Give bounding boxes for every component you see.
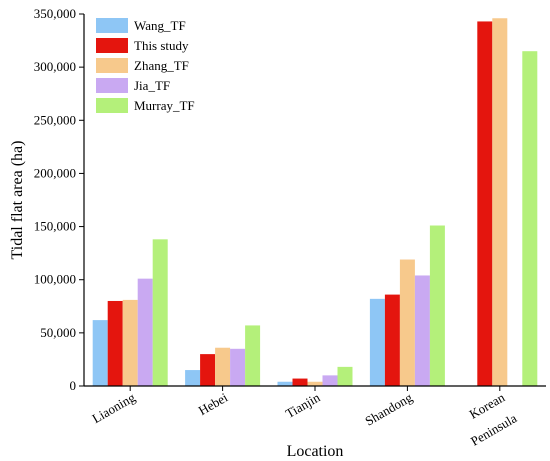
legend: Wang_TF This study Zhang_TF Jia_TF Murray_TF [96,18,195,113]
x-tick-label-group: Hebei [196,389,231,418]
legend-swatch [96,78,128,93]
y-tick-label: 100,000 [34,272,76,287]
bar-this-study-1 [200,354,216,386]
x-tick-label-group: Liaoning [90,389,139,426]
x-tick-label: Liaoning [90,389,139,426]
bar-wang-tf-0 [92,320,108,386]
x-tick-label: Tianjin [283,389,323,421]
bar-jia-tf-0 [137,278,153,386]
bar-this-study-3 [384,294,400,386]
bar-murray-tf-4 [522,51,538,386]
bar-wang-tf-3 [369,298,385,386]
legend-label: Zhang_TF [134,58,189,73]
x-tick-label-group: Shandong [362,389,415,428]
y-tick-label: 250,000 [34,112,76,127]
bar-zhang-tf-3 [399,259,415,386]
x-tick-label: Shandong [362,389,415,428]
bar-jia-tf-2 [322,375,338,386]
bar-murray-tf-2 [337,366,353,386]
bar-zhang-tf-2 [307,381,323,386]
bar-this-study-2 [292,378,308,386]
bar-zhang-tf-0 [122,299,138,386]
bar-wang-tf-1 [185,370,201,386]
legend-swatch [96,38,128,53]
legend-label: Jia_TF [134,78,170,93]
bar-wang-tf-2 [277,381,293,386]
bar-this-study-0 [107,300,123,386]
legend-swatch [96,98,128,113]
bar-zhang-tf-1 [215,347,231,386]
y-ticks: 0 50,000 100,000 150,000 200,000 250,000 300,0… [34,6,84,393]
bar-zhang-tf-4 [492,18,508,386]
y-axis-title: Tidal flat area (ha) [9,141,26,260]
legend-swatch [96,18,128,33]
y-tick-label: 200,000 [34,165,76,180]
y-tick-label: 150,000 [34,219,76,234]
y-tick-label: 350,000 [34,6,76,21]
y-tick-label: 50,000 [40,325,76,340]
x-ticks: Liaoning Hebei Tianjin Shandong KoreanPenins… [90,386,520,449]
bar-murray-tf-3 [429,225,445,386]
bar-jia-tf-1 [230,348,246,386]
bar-murray-tf-1 [245,325,261,386]
bar-this-study-4 [477,21,493,386]
bars [92,18,538,386]
legend-swatch [96,58,128,73]
legend-label: Murray_TF [134,98,195,113]
x-axis-title: Location [287,443,344,460]
legend-label: Wang_TF [134,18,186,33]
x-tick-label: Hebei [196,389,231,418]
bar-jia-tf-3 [414,275,430,386]
bar-murray-tf-0 [152,239,168,386]
y-tick-label: 300,000 [34,59,76,74]
x-tick-label-group: Tianjin [283,389,323,421]
y-tick-label: 0 [70,378,77,393]
legend-label: This study [134,38,189,53]
